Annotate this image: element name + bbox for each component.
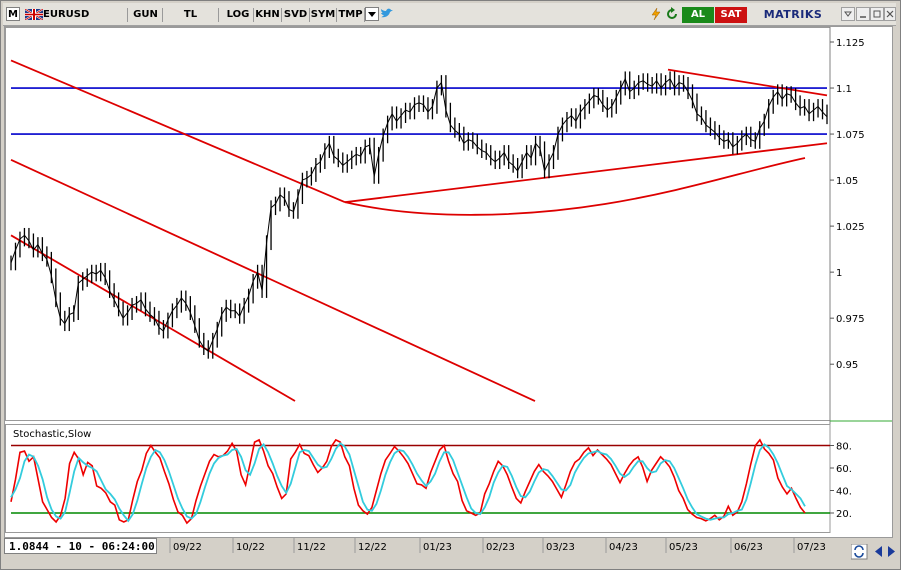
- x-axis-labels: 09/22 10/22 11/22 12/22 01/23 02/23 03/23 04/23…: [169, 537, 826, 553]
- x-tick-label: 03/23: [546, 542, 575, 553]
- price-y-tick-label: 1.075: [836, 130, 865, 141]
- nav-svg: [851, 544, 895, 560]
- stoch-y-tick-label: 80.: [836, 442, 852, 453]
- stochastic-title: Stochastic,Slow: [13, 429, 91, 440]
- sym-button[interactable]: SYM: [310, 8, 337, 22]
- minimize-icon[interactable]: [856, 7, 870, 21]
- chevron-down-svg: [844, 11, 852, 17]
- scroll-right-icon[interactable]: [888, 546, 895, 557]
- toolbar: M EURUSD GUN TL LOG KHN SVD SYM TMP AL S…: [3, 3, 896, 26]
- chart-svg[interactable]: 1.125 1.1 1.075 1.05 1.025 1 0.975 0.95 Stochas…: [5, 27, 892, 537]
- trend-rising-support: [344, 142, 828, 204]
- log-button[interactable]: LOG: [223, 8, 254, 22]
- price-y-tick-label: 1.125: [836, 38, 865, 49]
- moving-average-curve: [344, 157, 806, 216]
- price-y-tick-label: 0.95: [836, 360, 858, 371]
- x-tick-label: 04/23: [609, 542, 638, 553]
- price-y-tick-label: 1.1: [836, 84, 852, 95]
- lightning-icon[interactable]: [649, 7, 663, 21]
- refresh-svg: [667, 7, 677, 19]
- chevron-down-icon[interactable]: [841, 7, 855, 21]
- dropdown-arrow-svg: [368, 12, 376, 17]
- x-tick-label: 06/23: [734, 542, 763, 553]
- flag-icon: [25, 9, 43, 20]
- price-plot-frame: [5, 27, 831, 421]
- chart-area[interactable]: 1.125 1.1 1.075 1.05 1.025 1 0.975 0.95 Stochas…: [4, 26, 893, 538]
- navigation-buttons: [851, 544, 896, 560]
- twitter-icon[interactable]: [380, 7, 394, 21]
- x-tick-label: 02/23: [486, 542, 515, 553]
- x-tick-label: 11/22: [297, 542, 326, 553]
- buy-al-button[interactable]: AL: [682, 7, 714, 23]
- x-tick-label: 05/23: [669, 542, 698, 553]
- maximize-icon[interactable]: [870, 7, 884, 21]
- stoch-y-tick-label: 60.: [836, 464, 852, 475]
- x-tick-label: 09/22: [173, 542, 202, 553]
- stochastic-panel: Stochastic,Slow 80. 60. 40. 20.: [5, 424, 852, 533]
- price-y-tick-label: 0.975: [836, 314, 865, 325]
- x-tick-label: 07/23: [797, 542, 826, 553]
- twitter-svg: [381, 8, 393, 18]
- close-icon[interactable]: [884, 7, 896, 21]
- trend-channel-upper: [10, 59, 346, 204]
- x-tick-label: 10/22: [236, 542, 265, 553]
- minimize-svg: [860, 16, 866, 18]
- stochastic-k-line: [10, 438, 806, 525]
- price-y-tick-label: 1.025: [836, 222, 865, 233]
- price-panel: 1.125 1.1 1.075 1.05 1.025 1 0.975 0.95: [5, 27, 892, 532]
- stochastic-d-line: [10, 442, 806, 523]
- flag-svg: [25, 9, 43, 20]
- trend-channel-middle: [10, 159, 536, 402]
- tmp-button[interactable]: TMP: [337, 8, 365, 22]
- close-svg: [886, 10, 894, 18]
- price-y-tick-label: 1.05: [836, 176, 858, 187]
- sync-icon[interactable]: [851, 544, 868, 560]
- x-tick-label: 01/23: [423, 542, 452, 553]
- x-tick-label: 12/22: [358, 542, 387, 553]
- dropdown-arrow-icon[interactable]: [365, 7, 379, 21]
- stoch-y-tick-label: 40.: [836, 487, 852, 498]
- symbol-label[interactable]: EURUSD: [43, 8, 128, 22]
- trend-falling-resistance: [667, 68, 828, 97]
- trend-channel-lower: [10, 234, 296, 402]
- cursor-status-readout: 1.0844 - 10 - 06:24:00: [4, 538, 157, 554]
- price-y-tick-label: 1: [836, 268, 842, 279]
- refresh-icon[interactable]: [665, 7, 679, 21]
- currency-tl-button[interactable]: TL: [163, 8, 219, 22]
- maximize-svg: [873, 10, 881, 18]
- period-gun-button[interactable]: GUN: [129, 8, 163, 22]
- stoch-y-tick-label: 20.: [836, 509, 852, 520]
- price-close-line: [10, 77, 828, 353]
- sell-sat-button[interactable]: SAT: [715, 7, 747, 23]
- lightning-svg: [651, 7, 661, 21]
- scroll-left-icon[interactable]: [875, 546, 882, 557]
- svd-button[interactable]: SVD: [282, 8, 310, 22]
- brand-logo: MATRIKS: [763, 8, 823, 21]
- menu-m-button[interactable]: M: [6, 7, 20, 21]
- khn-button[interactable]: KHN: [254, 8, 282, 22]
